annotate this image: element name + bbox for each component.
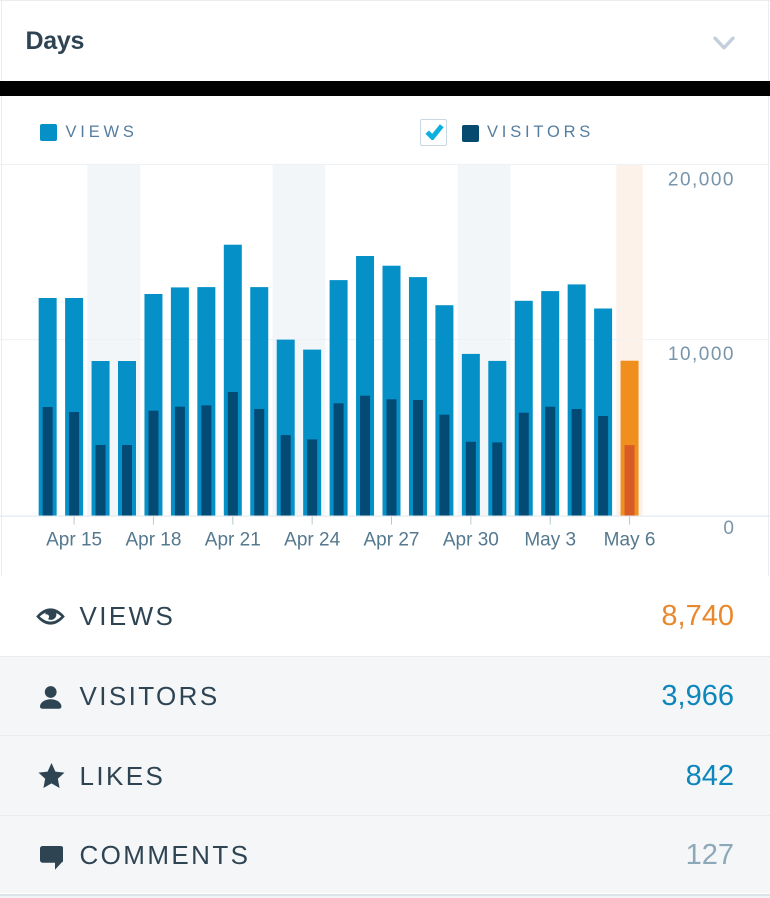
svg-text:0: 0 bbox=[723, 518, 734, 539]
svg-text:May 3: May 3 bbox=[524, 529, 576, 550]
svg-text:Apr 27: Apr 27 bbox=[364, 529, 420, 550]
svg-text:20,000: 20,000 bbox=[668, 169, 735, 190]
svg-text:May 6: May 6 bbox=[604, 529, 656, 550]
svg-text:Apr 18: Apr 18 bbox=[125, 529, 181, 550]
svg-text:10,000: 10,000 bbox=[668, 344, 735, 365]
svg-text:Apr 24: Apr 24 bbox=[284, 529, 340, 550]
svg-text:Apr 30: Apr 30 bbox=[443, 529, 499, 550]
svg-text:Apr 21: Apr 21 bbox=[205, 529, 261, 550]
svg-text:Apr 15: Apr 15 bbox=[46, 529, 102, 550]
